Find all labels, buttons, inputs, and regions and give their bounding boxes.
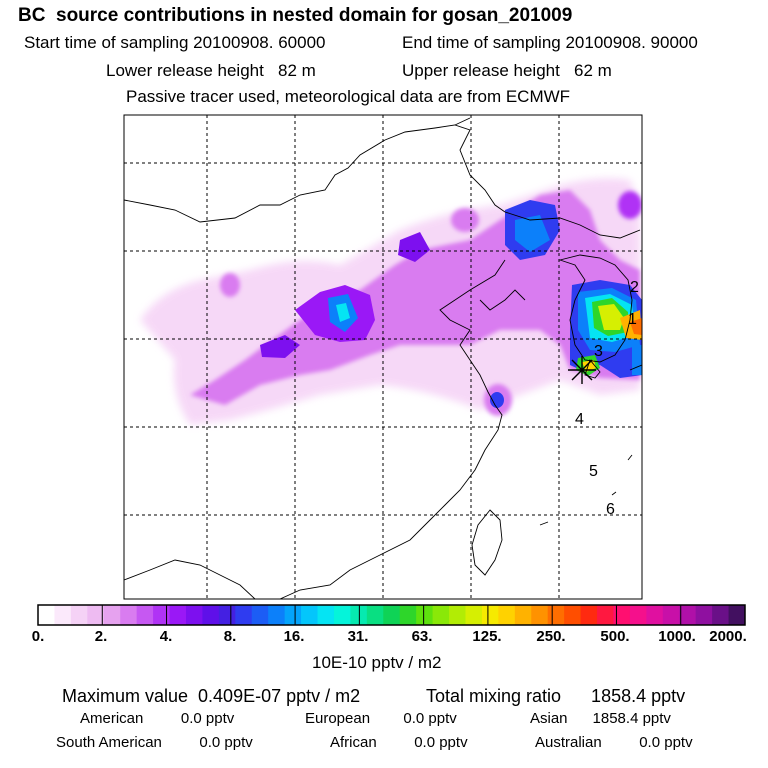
colorbar-segment [333,605,351,625]
plot-title: BC source contributions in nested domain… [18,5,573,26]
map-frame [123,114,643,600]
taiwan-island [471,509,503,576]
colorbar-segment [185,605,203,625]
colorbar-tick-label: 4. [159,628,173,645]
colorbar-segment [613,605,631,625]
colorbar-segment [481,605,499,625]
colorbar-segment [366,605,384,625]
colorbar-segment [153,605,171,625]
colorbar-segment [597,605,614,625]
colorbar-segment [169,605,187,625]
colorbar-unit: 10E-10 pptv / m2 [312,653,442,672]
south-american-contribution: South American 0.0 pptv [56,734,253,751]
colorbar-segment [416,605,434,625]
sampling-end: End time of sampling 20100908. 90000 [402,33,698,52]
receptor-marker [568,356,596,384]
colorbar-segment [728,605,746,625]
colorbar-tick-label: 500. [600,628,630,645]
southern-border [124,559,256,599]
colorbar-segment [547,605,565,625]
map-label-5: 5 [589,463,598,480]
korea-hotspot [570,280,642,378]
release-lower: Lower release height 82 m [106,61,316,80]
european-contribution: European 0.0 pptv [305,710,457,727]
plume-field [140,178,642,425]
african-contribution: African 0.0 pptv [330,734,468,751]
colorbar-segment [498,605,516,625]
colorbar-segment [531,605,549,625]
colorbar-segment [662,605,680,625]
colorbar-tick-label: 250. [536,628,566,645]
colorbar-segment [646,605,664,625]
coastlines-borders [124,117,642,599]
korea-peninsula [558,254,633,363]
colorbar-tick-label: 8. [223,628,237,645]
colorbar-tick-label: 1000. [658,628,696,645]
sampling-start: Start time of sampling 20100908. 60000 [24,33,326,52]
small-islands [539,454,633,526]
colorbar-segment [679,605,697,625]
colorbar-segment [251,605,269,625]
map-label-3: 3 [594,343,603,360]
colorbar-segment [432,605,450,625]
colorbar-frame [37,604,746,626]
colorbar-segment [383,605,401,625]
colorbar-segment [712,605,730,625]
shandong-coast [479,289,526,311]
colorbar-segment [465,605,483,625]
plume-core [260,200,560,408]
map-label-4: 4 [575,411,584,428]
colorbar-segment [87,605,105,625]
colorbar-segment [70,605,88,625]
colorbar-segment [120,605,138,625]
colorbar [37,604,746,626]
colorbar-segment [136,605,154,625]
manchuria-border [454,124,506,213]
tracer-note: Passive tracer used, meteorological data… [126,87,571,106]
map-label-1: 1 [628,311,637,328]
northeast-coast [504,211,641,239]
colorbar-segment [695,605,713,625]
colorbar-segment [449,605,466,625]
colorbar-segment [514,605,532,625]
colorbar-segment [629,605,647,625]
colorbar-segment [38,605,55,625]
map-label-2: 2 [630,279,639,296]
colorbar-segment [301,605,319,625]
northern-border [124,117,471,223]
colorbar-segment [202,605,220,625]
colorbar-segment [235,605,253,625]
colorbar-segment [54,605,72,625]
australian-contribution: Australian 0.0 pptv [535,734,693,751]
colorbar-segment [284,605,302,625]
asian-contribution: Asian 1858.4 pptv [530,710,671,727]
colorbar-tick-label: 125. [472,628,502,645]
release-upper: Upper release height 62 m [402,61,612,80]
colorbar-tick-label: 2. [94,628,108,645]
colorbar-tick-label: 63. [411,628,433,645]
colorbar-tick-label: 0. [31,628,45,645]
grid-lines [124,115,642,599]
colorbar-tick-label: 2000. [709,628,747,645]
colorbar-segment [564,605,582,625]
colorbar-tick-label: 16. [283,628,305,645]
max-value: Maximum value 0.409E-07 pptv / m2 [62,686,361,706]
colorbar-segment [218,605,236,625]
colorbar-tick-label: 31. [347,628,369,645]
china-east-coast [279,259,506,599]
total-mixing-ratio: Total mixing ratio 1858.4 pptv [426,686,686,706]
colorbar-segment [317,605,335,625]
japan-coast [629,364,642,371]
colorbar-segment [268,605,286,625]
map-label-6: 6 [606,501,615,518]
colorbar-segment [399,605,417,625]
colorbar-segment [580,605,598,625]
colorbar-segment [103,605,121,625]
american-contribution: American 0.0 pptv [80,710,235,727]
